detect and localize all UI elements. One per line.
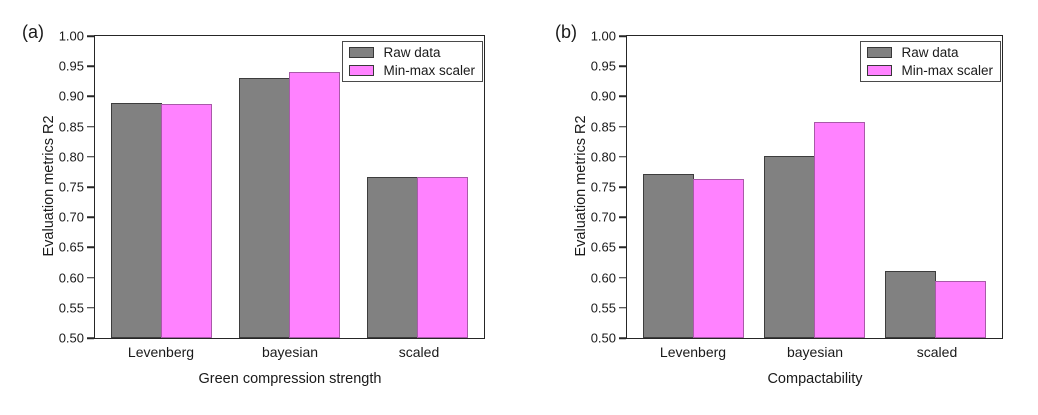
y-tick-mark <box>87 156 94 158</box>
plot-area: 1.00 0.95 0.90 0.85 0.80 0.75 0.70 0.65 0.60 0.55… <box>591 30 1003 345</box>
y-tick-label: 1.00 <box>590 28 616 44</box>
y-tick-label: 0.50 <box>58 330 84 346</box>
bar-minmax-bayesian <box>814 122 865 338</box>
y-tick-mark <box>619 156 626 158</box>
bar-minmax-levenberg <box>161 104 212 338</box>
y-tick-label: 0.95 <box>58 58 84 74</box>
y-tick-mark <box>87 246 94 249</box>
bar-raw-levenberg <box>643 173 694 338</box>
y-tick-mark <box>87 35 94 37</box>
chart-panel-b: (b) Evaluation metrics R2 1.00 0.95 0.90 0.… <box>519 0 1038 415</box>
x-category-label: bayesian <box>786 344 844 360</box>
y-tick-mark <box>87 216 94 218</box>
bar-minmax-scaled <box>935 281 986 338</box>
legend-row-raw: Raw data <box>349 46 475 60</box>
bar-raw-bayesian <box>239 78 290 338</box>
plot-area: 1.00 0.95 0.90 0.85 0.80 0.75 0.70 0.65 0.60 0.55… <box>59 30 485 345</box>
y-tick-mark <box>619 276 626 279</box>
y-axis-ticks: 1.00 0.95 0.90 0.85 0.80 0.75 0.70 0.65 0.60 0.55… <box>59 30 484 345</box>
x-category-label: Levenberg <box>659 344 727 360</box>
y-tick-label: 0.70 <box>590 209 616 225</box>
y-tick-mark <box>619 65 626 67</box>
y-tick-mark <box>619 307 626 309</box>
x-category-labels: Levenberg bayesian scaled <box>626 344 1004 360</box>
legend-swatch-raw <box>867 47 893 59</box>
bar-raw-scaled <box>367 177 418 338</box>
legend-label: Raw data <box>901 45 959 60</box>
y-tick-label: 0.90 <box>58 88 84 104</box>
y-tick-mark <box>87 95 94 98</box>
x-axis-title: Compactability <box>767 371 863 387</box>
y-tick-label: 0.65 <box>58 239 84 255</box>
legend-swatch-raw <box>349 47 375 59</box>
bars <box>627 36 1002 338</box>
bar-group-scaled <box>367 177 468 338</box>
legend-swatch-minmax <box>867 64 893 76</box>
bar-raw-levenberg <box>111 103 162 338</box>
bar-minmax-bayesian <box>289 71 340 338</box>
legend-label: Min-max scaler <box>901 62 993 78</box>
legend-row-minmax: Min-max scaler <box>349 62 475 78</box>
y-tick-mark <box>87 337 94 339</box>
y-tick-mark <box>619 35 626 37</box>
y-tick-mark <box>619 186 626 188</box>
chart-panel-a: (a) Evaluation metrics R2 1.00 0.95 0.90 0.… <box>22 22 486 387</box>
y-tick-mark <box>87 125 94 128</box>
y-tick-label: 0.80 <box>58 149 84 165</box>
bar-raw-scaled <box>885 270 936 338</box>
legend-swatch-minmax <box>349 64 375 76</box>
y-tick-label: 0.85 <box>590 119 616 135</box>
bar-minmax-levenberg <box>693 178 744 338</box>
x-category-label: scaled <box>916 344 958 360</box>
legend-row-minmax: Min-max scaler <box>867 62 993 78</box>
y-tick-mark <box>87 186 94 188</box>
x-category-labels: Levenberg bayesian scaled <box>94 344 486 360</box>
x-category-label: bayesian <box>261 344 319 360</box>
y-axis-ticks: 1.00 0.95 0.90 0.85 0.80 0.75 0.70 0.65 0.60 0.55… <box>591 30 1002 345</box>
panel-label-a: (a) <box>22 22 44 42</box>
bars <box>95 36 484 338</box>
y-tick-mark <box>87 65 94 67</box>
y-tick-mark <box>87 307 94 309</box>
x-category-label: scaled <box>398 344 440 360</box>
legend-row-raw: Raw data <box>867 46 993 60</box>
y-tick-mark <box>619 246 626 249</box>
y-tick-label: 1.00 <box>58 28 84 44</box>
y-tick-mark <box>619 337 626 339</box>
bar-group-levenberg <box>643 173 744 338</box>
y-tick-label: 0.85 <box>58 119 84 135</box>
legend-label: Min-max scaler <box>383 62 475 78</box>
y-tick-label: 0.80 <box>590 149 616 165</box>
y-tick-mark <box>619 125 626 128</box>
bar-raw-bayesian <box>764 155 815 338</box>
legend: Raw data Min-max scaler <box>860 41 1001 82</box>
x-category-label: Levenberg <box>127 344 195 360</box>
x-axis-title: Green compression strength <box>198 371 382 387</box>
y-tick-label: 0.90 <box>590 88 616 104</box>
legend-label: Raw data <box>383 45 441 60</box>
y-tick-label: 0.50 <box>590 330 616 346</box>
panel-label-b: (b) <box>555 22 577 42</box>
y-tick-mark <box>619 216 626 218</box>
legend: Raw data Min-max scaler <box>342 41 483 82</box>
bar-group-bayesian <box>239 71 340 338</box>
y-tick-label: 0.75 <box>58 179 84 195</box>
y-tick-label: 0.60 <box>590 270 616 286</box>
bar-group-levenberg <box>111 103 212 338</box>
y-tick-mark <box>87 276 94 279</box>
bar-minmax-scaled <box>417 177 468 338</box>
y-tick-label: 0.70 <box>58 209 84 225</box>
y-tick-label: 0.75 <box>590 179 616 195</box>
y-tick-label: 0.95 <box>590 58 616 74</box>
y-tick-label: 0.55 <box>58 300 84 316</box>
y-tick-label: 0.60 <box>58 270 84 286</box>
y-tick-label: 0.55 <box>590 300 616 316</box>
y-tick-label: 0.65 <box>590 239 616 255</box>
bar-group-scaled <box>885 270 986 338</box>
y-tick-mark <box>619 95 626 98</box>
bar-group-bayesian <box>764 122 865 338</box>
